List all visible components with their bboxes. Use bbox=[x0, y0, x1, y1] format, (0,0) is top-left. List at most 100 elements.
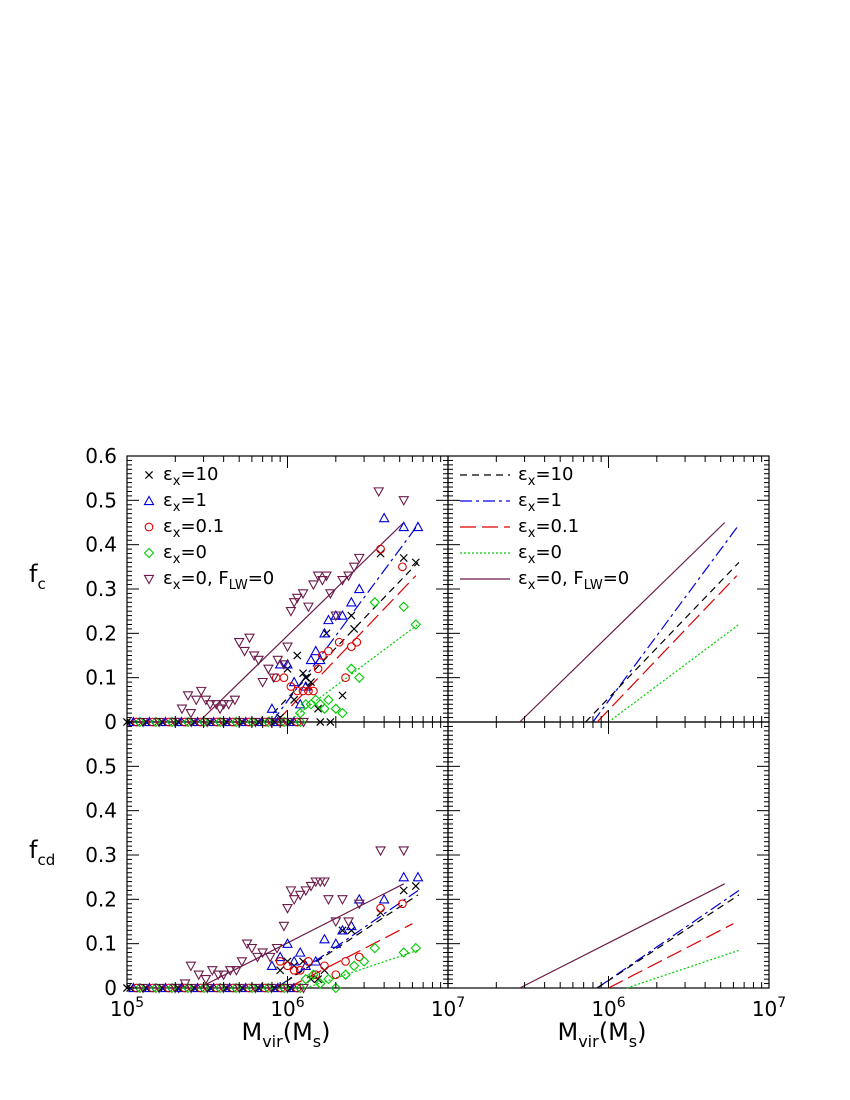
inverted-triangle-marker bbox=[298, 983, 309, 994]
inverted-triangle-marker bbox=[190, 695, 202, 706]
legend-text-part: LW bbox=[584, 578, 603, 593]
x-tick-label: 106 bbox=[591, 995, 625, 1021]
inverted-triangle-marker bbox=[244, 633, 255, 644]
legend-text-part: =10 bbox=[180, 464, 218, 485]
inverted-triangle-marker bbox=[223, 700, 235, 710]
cross-marker bbox=[320, 966, 329, 975]
panel-frame-bottom-right bbox=[447, 721, 770, 989]
triangle-marker bbox=[266, 703, 278, 713]
inverted-triangle-marker bbox=[305, 881, 317, 892]
cross-marker bbox=[376, 908, 385, 917]
diamond-marker bbox=[134, 982, 146, 994]
y-axis-label-bottom: fcd bbox=[29, 836, 55, 869]
y-tick-label: 0.5 bbox=[85, 754, 117, 778]
circle-marker bbox=[318, 651, 327, 660]
fit-line-eps01 bbox=[275, 575, 417, 723]
x-label-part: s bbox=[629, 1032, 637, 1051]
diamond-marker bbox=[346, 663, 357, 675]
legend-text-part: =0, F bbox=[180, 568, 228, 589]
diamond-marker bbox=[310, 694, 322, 706]
inverted-triangle-marker bbox=[271, 943, 283, 954]
inverted-triangle-marker bbox=[373, 487, 385, 498]
legend-text-part: ε bbox=[518, 568, 528, 589]
cross-stroke bbox=[411, 558, 420, 567]
inverted-triangle-marker bbox=[262, 664, 274, 675]
diamond-marker bbox=[323, 694, 334, 706]
y-axis-label-top-main: f bbox=[29, 560, 38, 588]
diamond-marker bbox=[295, 982, 306, 994]
x-tick-base: 10 bbox=[270, 997, 295, 1021]
legend-text-part: =1 bbox=[535, 490, 562, 511]
inverted-triangle-marker bbox=[330, 611, 342, 622]
diamond-marker bbox=[337, 707, 348, 719]
inverted-triangle-marker bbox=[224, 966, 236, 976]
legend-text-part: ε bbox=[163, 490, 173, 511]
x-axis-label-left: Mvir(Ms) bbox=[241, 1018, 330, 1051]
legend-label-eps0: εx=0 bbox=[518, 542, 562, 567]
x-label-part: M bbox=[241, 1018, 262, 1046]
circle-marker bbox=[341, 673, 350, 683]
cross-stroke bbox=[338, 926, 347, 935]
cross-stroke bbox=[314, 704, 323, 713]
diamond-marker bbox=[308, 969, 319, 980]
y-tick-label: 0 bbox=[104, 976, 117, 1000]
fit-line-eps1 bbox=[592, 524, 740, 723]
x-label-part: (M bbox=[283, 1018, 313, 1046]
diamond-marker bbox=[369, 597, 381, 608]
triangle-marker bbox=[378, 512, 390, 523]
diamond-marker bbox=[143, 547, 155, 559]
inverted-triangle-marker bbox=[337, 895, 348, 905]
circle-marker bbox=[376, 544, 385, 554]
diamond-marker bbox=[340, 969, 351, 980]
cross-marker bbox=[326, 717, 335, 727]
cross-marker bbox=[347, 611, 356, 620]
cross-marker bbox=[350, 624, 359, 633]
legend-text-part: ε bbox=[518, 464, 528, 485]
y-tick-label: 0.5 bbox=[85, 488, 117, 512]
cross-marker bbox=[411, 558, 420, 567]
circle-marker bbox=[144, 522, 154, 532]
triangle-marker bbox=[412, 521, 424, 532]
x-label-part: ) bbox=[637, 1018, 646, 1046]
inverted-triangle-marker bbox=[307, 580, 319, 591]
inverted-triangle-marker bbox=[300, 886, 312, 897]
legend-label-eps1: εx=1 bbox=[163, 490, 207, 515]
inverted-triangle-marker bbox=[214, 704, 226, 715]
inverted-triangle-marker bbox=[330, 917, 342, 928]
cross-stroke bbox=[144, 470, 154, 480]
inverted-triangle-marker bbox=[253, 655, 264, 666]
inverted-triangle-marker bbox=[337, 575, 348, 586]
inverted-triangle-marker bbox=[236, 957, 248, 968]
x-tick-exponent: 7 bbox=[777, 995, 786, 1011]
legend-text-part: x bbox=[173, 526, 181, 541]
inverted-triangle-marker bbox=[282, 904, 293, 914]
diamond-marker bbox=[150, 716, 162, 728]
legend-text-part: ε bbox=[163, 464, 173, 485]
triangle-marker bbox=[143, 495, 155, 506]
diamond-marker bbox=[300, 698, 312, 710]
cross-stroke bbox=[320, 966, 329, 975]
circle-marker bbox=[341, 957, 350, 966]
triangle-marker bbox=[337, 609, 348, 620]
x-tick-base: 10 bbox=[431, 997, 456, 1021]
triangle-marker bbox=[353, 583, 365, 594]
triangle-marker bbox=[294, 946, 306, 957]
x-tick-exponent: 5 bbox=[135, 995, 144, 1011]
inverted-triangle-marker bbox=[398, 846, 410, 857]
triangle-marker bbox=[288, 955, 300, 966]
diamond-marker bbox=[198, 982, 210, 994]
x-tick-exponent: 6 bbox=[617, 995, 626, 1011]
circle-marker bbox=[313, 664, 323, 674]
legend-text-part: =0 bbox=[535, 542, 562, 563]
circle-marker bbox=[324, 646, 333, 656]
inverted-triangle-marker bbox=[297, 589, 309, 600]
circle-marker bbox=[283, 961, 292, 971]
x-tick-base: 10 bbox=[110, 997, 135, 1021]
y-tick-label: 0.2 bbox=[85, 887, 117, 911]
inverted-triangle-marker bbox=[257, 677, 269, 688]
x-tick-label: 107 bbox=[431, 995, 465, 1021]
diamond-marker bbox=[294, 707, 306, 719]
y-axis-label-bottom-sub: cd bbox=[37, 851, 55, 869]
x-label-part: vir bbox=[262, 1032, 283, 1051]
